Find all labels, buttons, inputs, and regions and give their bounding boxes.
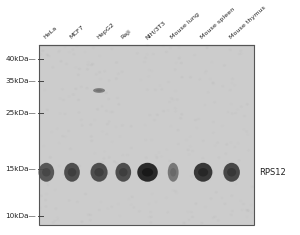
Ellipse shape [64,163,80,182]
Text: 25kDa—: 25kDa— [6,110,36,116]
Text: 15kDa—: 15kDa— [6,166,36,172]
Ellipse shape [170,168,176,176]
Text: Mouse lung: Mouse lung [170,12,201,40]
Ellipse shape [142,168,153,176]
Ellipse shape [38,163,54,182]
Ellipse shape [91,163,108,182]
Text: HeLa: HeLa [43,25,58,40]
Ellipse shape [42,168,51,176]
Ellipse shape [119,168,128,176]
Text: Mouse spleen: Mouse spleen [200,7,236,40]
Ellipse shape [137,163,158,182]
Ellipse shape [168,163,178,182]
Text: RPS12: RPS12 [259,168,286,177]
Text: Mouse thymus: Mouse thymus [228,5,266,40]
Ellipse shape [194,163,212,182]
Ellipse shape [96,89,102,92]
Text: Raji: Raji [120,28,132,40]
Ellipse shape [116,163,131,182]
Ellipse shape [227,168,236,176]
Text: 40kDa—: 40kDa— [6,56,36,62]
Ellipse shape [198,168,208,176]
Text: NIH/3T3: NIH/3T3 [144,19,166,40]
Text: MCF7: MCF7 [69,24,85,40]
Ellipse shape [94,168,104,176]
Ellipse shape [224,163,240,182]
Text: HepG2: HepG2 [96,22,115,40]
Text: 10kDa—: 10kDa— [6,213,36,219]
Text: 35kDa—: 35kDa— [6,78,36,84]
Ellipse shape [93,88,105,93]
Ellipse shape [68,168,76,176]
Bar [39,45,254,225]
